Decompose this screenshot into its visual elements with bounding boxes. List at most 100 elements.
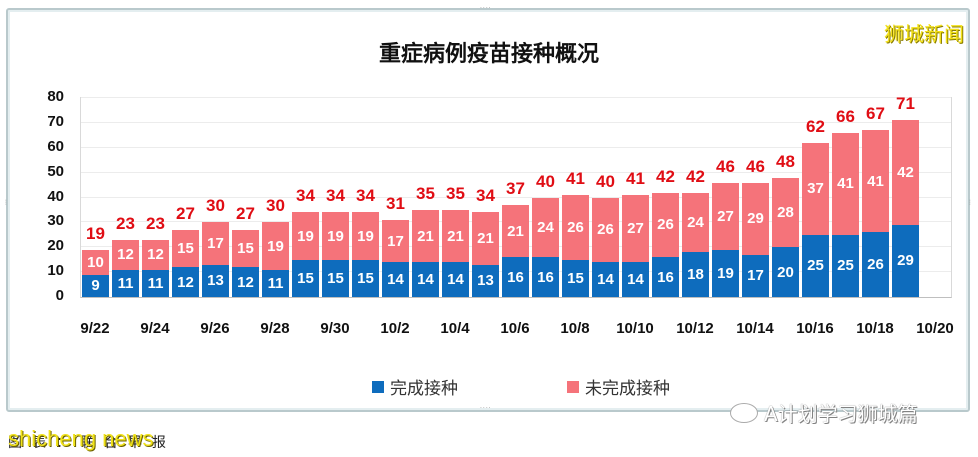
bar-segment-completed: 15 xyxy=(562,259,589,297)
bar-total-label: 42 xyxy=(686,166,705,186)
bar-segment-completed: 9 xyxy=(82,274,109,297)
bar-total-label: 67 xyxy=(866,104,885,124)
bar-total-label: 40 xyxy=(536,171,555,191)
bar-segment-not-completed: 17 xyxy=(202,222,229,265)
bar-segment-not-completed: 21 xyxy=(502,204,529,258)
bar-total-label: 40 xyxy=(596,171,615,191)
bar-10-9: 14 26 40 xyxy=(592,172,619,297)
bar-10-10: 14 27 41 xyxy=(622,169,649,297)
bar-segment-completed: 25 xyxy=(802,234,829,297)
bar-segment-completed: 11 xyxy=(112,269,139,297)
bar-10-16: 25 37 62 xyxy=(802,117,829,297)
bar-total-label: 62 xyxy=(806,116,825,136)
bar-total-label: 42 xyxy=(656,166,675,186)
bar-segment-completed: 20 xyxy=(772,247,799,297)
bar-9-23: 11 12 23 xyxy=(112,214,139,297)
bar-segment-completed: 17 xyxy=(742,254,769,297)
resize-handle-top[interactable]: ···· xyxy=(480,5,492,12)
bar-segment-not-completed: 15 xyxy=(172,229,199,268)
wechat-caption-text: A计划学习狮城篇 xyxy=(764,402,918,426)
y-tick-label: 10 xyxy=(47,262,64,280)
bar-9-30: 15 19 34 xyxy=(322,186,349,297)
resize-handle-bottom[interactable]: ···· xyxy=(480,405,492,412)
bar-total-label: 46 xyxy=(746,156,765,176)
gridline xyxy=(81,121,951,123)
bar-10-3: 14 21 35 xyxy=(412,184,439,297)
bar-9-25: 12 15 27 xyxy=(172,204,199,297)
legend-label: 完成接种 xyxy=(390,379,458,399)
x-tick-label: 10/8 xyxy=(560,320,590,337)
resize-handle-left[interactable]: ⋮ xyxy=(3,199,10,206)
bar-segment-completed: 11 xyxy=(262,269,289,297)
gridline xyxy=(81,196,951,198)
bar-segment-not-completed: 24 xyxy=(532,197,559,258)
bar-segment-not-completed: 41 xyxy=(862,130,889,233)
bar-segment-not-completed: 42 xyxy=(892,120,919,225)
x-tick-label: 9/26 xyxy=(200,320,230,337)
bar-segment-not-completed: 19 xyxy=(292,212,319,260)
bar-10-19: 29 42 71 xyxy=(892,94,919,297)
y-tick-label: 50 xyxy=(47,162,64,180)
bar-segment-completed: 12 xyxy=(172,267,199,297)
bar-10-2: 14 17 31 xyxy=(382,194,409,297)
x-tick-label: 10/18 xyxy=(856,320,894,337)
bar-segment-completed: 15 xyxy=(322,259,349,297)
bar-total-label: 35 xyxy=(416,183,435,203)
bar-segment-completed: 14 xyxy=(382,262,409,297)
gridline xyxy=(81,171,951,173)
bar-9-27: 12 15 27 xyxy=(232,204,259,297)
wechat-caption: A计划学习狮城篇 xyxy=(730,398,918,427)
y-tick-label: 30 xyxy=(47,212,64,230)
bar-segment-completed: 15 xyxy=(292,259,319,297)
chart-title: 重症病例疫苗接种概况 xyxy=(378,42,599,67)
bar-total-label: 46 xyxy=(716,156,735,176)
bar-total-label: 34 xyxy=(356,186,375,206)
bar-segment-not-completed: 26 xyxy=(562,195,589,260)
bar-total-label: 35 xyxy=(446,183,465,203)
source-credit: 图表：联合早报 xyxy=(8,435,176,451)
bar-segment-completed: 14 xyxy=(622,262,649,297)
bar-total-label: 34 xyxy=(476,186,495,206)
bar-segment-completed: 25 xyxy=(832,234,859,297)
bar-10-8: 15 26 41 xyxy=(562,169,589,297)
bar-10-5: 13 21 34 xyxy=(472,186,499,297)
bar-10-17: 25 41 66 xyxy=(832,107,859,297)
bar-segment-completed: 14 xyxy=(442,262,469,297)
wechat-icon xyxy=(730,402,758,423)
x-tick-label: 9/28 xyxy=(260,320,290,337)
bar-10-1: 15 19 34 xyxy=(352,186,379,297)
legend-item-not-completed: 未完成接种 xyxy=(567,374,670,399)
y-tick-label: 0 xyxy=(55,287,64,304)
bar-segment-completed: 18 xyxy=(682,252,709,297)
bar-segment-not-completed: 17 xyxy=(382,219,409,263)
bar-segment-not-completed: 21 xyxy=(412,209,439,263)
bar-segment-completed: 16 xyxy=(652,257,679,297)
bar-segment-not-completed: 19 xyxy=(352,212,379,260)
y-tick-label: 40 xyxy=(47,187,64,205)
bar-9-22: 9 10 19 xyxy=(82,224,109,297)
bar-10-6: 16 21 37 xyxy=(502,179,529,297)
brand-logo: 狮城新闻 xyxy=(884,22,964,46)
bar-10-7: 16 24 40 xyxy=(532,172,559,297)
bar-segment-not-completed: 15 xyxy=(232,229,259,268)
bar-total-label: 66 xyxy=(836,106,855,126)
bar-segment-completed: 11 xyxy=(142,269,169,297)
bar-segment-not-completed: 28 xyxy=(772,177,799,248)
x-tick-label: 10/12 xyxy=(676,320,714,337)
bar-segment-completed: 12 xyxy=(232,267,259,297)
bar-10-18: 26 41 67 xyxy=(862,104,889,297)
legend-item-completed: 完成接种 xyxy=(372,374,458,399)
resize-handle-right[interactable]: ⋮ xyxy=(967,199,974,206)
y-tick-label: 70 xyxy=(47,112,64,130)
bar-segment-not-completed: 27 xyxy=(712,182,739,250)
bar-total-label: 23 xyxy=(116,213,135,233)
bar-total-label: 30 xyxy=(206,196,225,216)
x-tick-label: 10/4 xyxy=(440,320,470,337)
bar-segment-not-completed: 27 xyxy=(622,195,649,263)
x-tick-label: 9/24 xyxy=(140,320,170,337)
bar-total-label: 23 xyxy=(146,213,165,233)
bar-segment-not-completed: 41 xyxy=(832,132,859,235)
x-tick-label: 10/2 xyxy=(380,320,410,337)
x-tick-label: 10/6 xyxy=(500,320,530,337)
bar-segment-not-completed: 24 xyxy=(682,192,709,253)
